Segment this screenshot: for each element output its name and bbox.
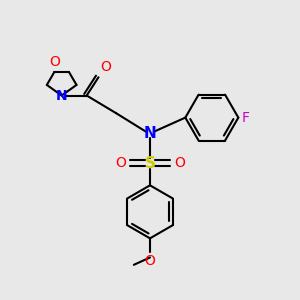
- Text: O: O: [145, 254, 155, 268]
- Text: O: O: [49, 55, 60, 69]
- Text: N: N: [56, 88, 68, 103]
- Text: O: O: [174, 156, 185, 170]
- Text: S: S: [145, 156, 155, 171]
- Text: F: F: [242, 111, 250, 124]
- Text: N: N: [144, 126, 156, 141]
- Text: O: O: [115, 156, 126, 170]
- Text: O: O: [100, 60, 111, 74]
